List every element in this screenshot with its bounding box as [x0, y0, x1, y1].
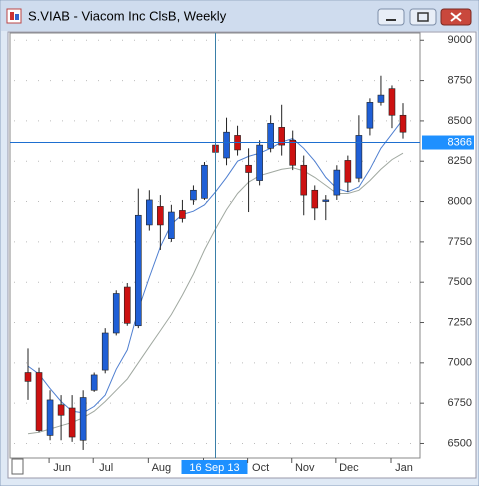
candle-body: [223, 131, 230, 159]
close-icon: [450, 12, 462, 22]
candle-body: [35, 372, 43, 431]
corner-box: [11, 458, 24, 475]
crosshair-x-label-bg: [181, 460, 248, 474]
y-tick-label: 6500: [448, 437, 472, 449]
candle-body: [123, 286, 131, 324]
crosshair-y-label: 8366: [448, 136, 472, 148]
candle-body: [57, 404, 65, 416]
crosshair-x-label: 16 Sep 13: [189, 462, 239, 474]
y-tick-label: 7000: [448, 357, 472, 369]
y-tick-label: 9000: [448, 34, 472, 46]
x-tick-label: Jan: [395, 462, 413, 474]
y-tick-label: 7500: [448, 276, 472, 288]
y-tick-label: 7250: [448, 316, 472, 328]
candle-body: [388, 88, 396, 116]
crosshair-y-label-bg: [422, 135, 474, 150]
candle-body: [101, 332, 109, 371]
candle-body: [68, 407, 76, 438]
y-tick-label: 8250: [448, 155, 472, 167]
candle-body: [157, 206, 164, 226]
plot: 6500 6750 7000 7250 7500 7750 8000 8250 8500 8750…: [10, 33, 474, 474]
candle-body: [322, 199, 330, 202]
y-tick-label: 8000: [448, 195, 472, 207]
candle-body: [24, 372, 32, 382]
window-title: S.VIAB - Viacom Inc ClsB, Weekly: [28, 8, 227, 23]
candle-body: [201, 164, 208, 199]
candle-body: [190, 189, 197, 201]
candle-body: [90, 374, 98, 391]
candle-body: [179, 210, 186, 219]
minimize-button[interactable]: [377, 8, 405, 26]
candle-body: [399, 114, 407, 133]
candle-body: [146, 199, 153, 226]
candle-body: [256, 144, 263, 181]
x-tick-label: Aug: [152, 462, 172, 474]
x-tick-label: Oct: [252, 462, 269, 474]
x-tick-label: Jun: [53, 462, 71, 474]
candle-body: [355, 135, 363, 179]
candle-body: [267, 123, 274, 149]
candle-body: [134, 214, 142, 327]
x-tick-label: Nov: [295, 462, 315, 474]
y-tick-label: 8500: [448, 115, 472, 127]
candle-body: [377, 94, 385, 103]
candle-body: [278, 127, 285, 146]
x-tick-label: Jul: [99, 462, 113, 474]
candle-body: [245, 164, 252, 173]
y-tick-label: 7750: [448, 236, 472, 248]
y-tick-label: 8750: [448, 74, 472, 86]
app-icon-bar: [15, 14, 19, 20]
maximize-icon: [417, 12, 429, 22]
candle-body: [289, 139, 297, 166]
candle-body: [366, 102, 374, 129]
maximize-button[interactable]: [409, 8, 437, 26]
candle-body: [46, 399, 54, 436]
candle-body: [112, 293, 120, 334]
y-tick-label: 6750: [448, 397, 472, 409]
candle-body: [311, 189, 319, 209]
candle-body: [168, 211, 175, 239]
candle-body: [344, 160, 352, 183]
app-icon-bar: [10, 12, 14, 20]
candle-body: [79, 397, 87, 441]
x-tick-label: Dec: [339, 462, 359, 474]
candle-body: [300, 164, 308, 196]
candle-body: [333, 169, 341, 196]
